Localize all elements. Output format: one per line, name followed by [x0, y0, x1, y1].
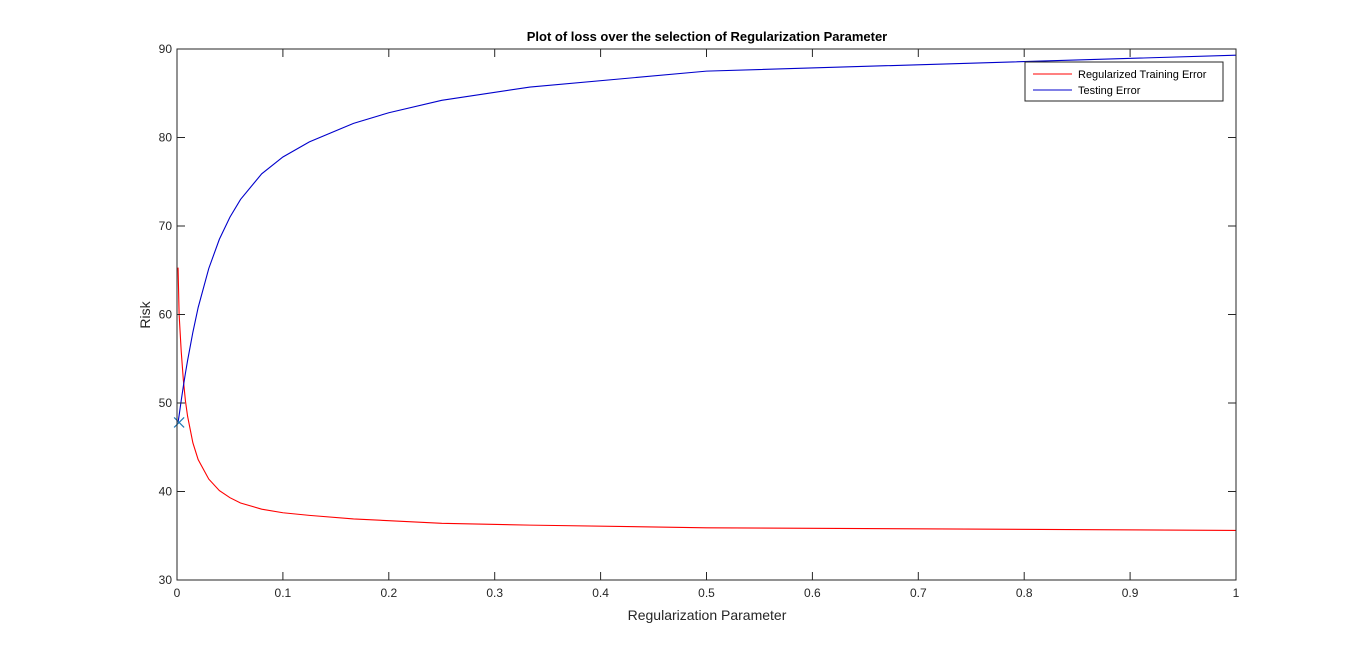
x-tick-label: 0.7: [910, 586, 927, 600]
y-tick-label: 70: [159, 219, 173, 233]
x-tick-label: 0.4: [592, 586, 609, 600]
x-tick-label: 0.3: [486, 586, 503, 600]
y-tick-label: 30: [159, 573, 173, 587]
x-tick-label: 0.5: [698, 586, 715, 600]
y-tick-label: 60: [159, 308, 173, 322]
x-tick-label: 1: [1233, 586, 1240, 600]
series-line-1: [177, 267, 1237, 531]
y-tick-label: 90: [159, 42, 173, 56]
y-tick-label: 50: [159, 396, 173, 410]
x-tick-label: 0: [174, 586, 181, 600]
x-tick-label: 0.9: [1122, 586, 1139, 600]
x-tick-label: 0.8: [1016, 586, 1033, 600]
min-marker-1: [173, 417, 185, 428]
x-tick-label: 0.2: [380, 586, 397, 600]
plot-background: [177, 49, 1236, 580]
marker-stroke: [173, 417, 185, 428]
x-tick-label: 0.6: [804, 586, 821, 600]
chart-title: Plot of loss over the selection of Regul…: [527, 29, 887, 44]
legend-label-1: Regularized Training Error: [1078, 69, 1207, 81]
y-tick-label: 80: [159, 131, 173, 145]
x-tick-label: 0.1: [275, 586, 292, 600]
legend-label-2: Testing Error: [1078, 85, 1141, 97]
y-tick-label: 40: [159, 485, 173, 499]
legend-box: [1024, 61, 1224, 102]
x-axis-label: Regularization Parameter: [628, 607, 787, 623]
legend: Regularized Training Error Testing Error: [1024, 61, 1224, 102]
series-line-2: [177, 54, 1237, 423]
y-axis-label: Risk: [137, 300, 153, 328]
